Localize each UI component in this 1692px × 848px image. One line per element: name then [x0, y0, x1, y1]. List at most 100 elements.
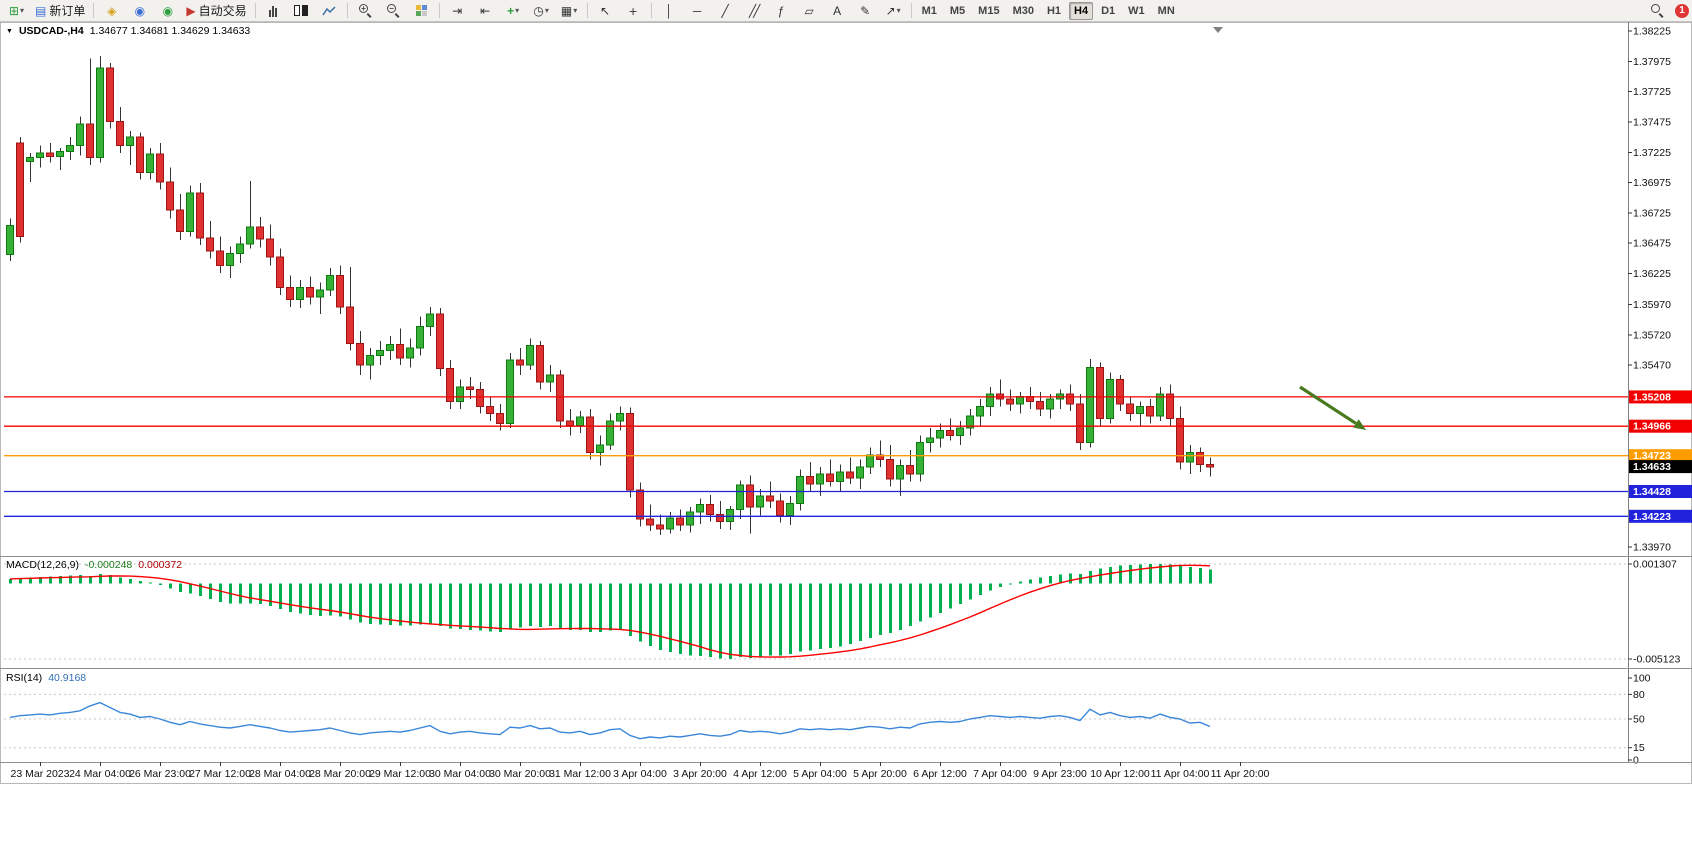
macd-bar: [749, 583, 752, 658]
profile-button[interactable]: ◉: [126, 0, 153, 21]
macd-bar: [799, 583, 802, 652]
candle-body: [566, 420, 574, 427]
tf-m30[interactable]: M30: [1012, 4, 1034, 17]
vertical-line-button[interactable]: │: [656, 0, 683, 21]
line-chart-button[interactable]: [316, 0, 343, 21]
fibonacci-button[interactable]: ƒ: [768, 0, 795, 21]
periods-button[interactable]: ◷ ▾: [528, 0, 555, 21]
text-label-button[interactable]: ✎: [852, 0, 879, 21]
price-tag[interactable]: 1.34966: [1629, 419, 1692, 433]
new-chart-button[interactable]: ⊞ ▾: [3, 0, 30, 21]
zoom-out-icon: −: [386, 3, 400, 17]
macd-bar: [699, 583, 702, 656]
collapse-triangle-icon[interactable]: ▼: [6, 27, 13, 35]
macd-bar: [1209, 569, 1212, 584]
cursor-button[interactable]: ↖: [592, 0, 619, 21]
macd-bar: [789, 583, 792, 655]
macd-bar: [439, 583, 442, 627]
macd-bar: [49, 576, 52, 584]
macd-bar: [589, 583, 592, 633]
price-tag-bg: [1629, 509, 1692, 523]
chart-shift-button[interactable]: ⇤: [472, 0, 499, 21]
zoom-in-button[interactable]: +: [352, 0, 379, 21]
community-button[interactable]: ◉: [154, 0, 181, 21]
macd-bar: [1159, 564, 1162, 584]
tile-windows-button[interactable]: [408, 0, 435, 21]
notification-badge[interactable]: 1: [1675, 3, 1689, 18]
candle-body: [226, 253, 234, 267]
chart-shift-marker[interactable]: [1213, 27, 1223, 33]
tf-mn[interactable]: MN: [1157, 4, 1175, 17]
macd-bar: [169, 583, 172, 589]
chart-canvas[interactable]: 1.38225 1.37975 1.37725 1.37475 1.37225 1.369…: [0, 22, 1692, 848]
tf-m15[interactable]: M15: [978, 4, 1000, 17]
time-axis-label: 4 Apr 12:00: [733, 768, 787, 780]
candle-body: [956, 427, 964, 436]
macd-bar: [99, 574, 102, 584]
candlestick-icon: [294, 4, 309, 17]
macd-bar: [369, 583, 372, 624]
tf-h1[interactable]: H1: [1046, 4, 1062, 17]
macd-bar: [779, 583, 782, 656]
time-axis-label: 9 Apr 23:00: [1033, 768, 1087, 780]
candle-body: [526, 345, 534, 366]
macd-bar: [459, 583, 462, 630]
price-axis-label: 1.37975: [1633, 56, 1671, 68]
arrows-tool-button[interactable]: ↗ ▾: [880, 0, 907, 21]
price-axis-label: 1.37225: [1633, 147, 1671, 159]
tf-m5[interactable]: M5: [949, 4, 966, 17]
candle-body: [126, 136, 134, 147]
macd-bar: [849, 583, 852, 644]
candle-body: [376, 350, 384, 356]
macd-bar: [209, 583, 212, 599]
macd-bar: [389, 583, 392, 625]
macd-bar: [919, 583, 922, 622]
macd-panel-label: MACD(12,26,9) -0.000248 0.000372: [6, 559, 182, 571]
macd-bar: [999, 583, 1002, 587]
new-order-label: 新订单: [49, 4, 86, 18]
bar-chart-button[interactable]: [260, 0, 287, 21]
candle-body: [46, 152, 54, 157]
search-button[interactable]: [1644, 0, 1671, 21]
price-tag[interactable]: 1.35208: [1629, 390, 1692, 404]
candle-body: [206, 237, 214, 252]
auto-scroll-button[interactable]: ⇥: [444, 0, 471, 21]
candle-body: [1086, 367, 1094, 444]
price-axis[interactable]: 1.38225 1.37975 1.37725 1.37475 1.37225 1.369…: [1628, 22, 1671, 762]
tf-m1[interactable]: M1: [921, 4, 937, 17]
macd-bar: [119, 577, 122, 584]
price-tag[interactable]: 1.34428: [1629, 485, 1692, 498]
price-axis-label: 1.35970: [1633, 299, 1671, 311]
candle-body: [576, 416, 584, 427]
minus-glyph: −: [389, 3, 394, 13]
zoom-out-button[interactable]: −: [380, 0, 407, 21]
indicators-button[interactable]: + ▾: [500, 0, 527, 21]
text-tool-button[interactable]: A: [824, 0, 851, 21]
tf-d1[interactable]: D1: [1101, 4, 1116, 17]
price-tag[interactable]: 1.34223: [1629, 509, 1692, 523]
rsi-axis-label: 50: [1633, 714, 1645, 726]
macd-bar: [1099, 568, 1102, 584]
cursor-icon: ↖: [600, 3, 611, 18]
candlestick-button[interactable]: [288, 0, 315, 21]
trendline-button[interactable]: ╱: [712, 0, 739, 21]
chart-ohlc-values: 1.34677 1.34681 1.34629 1.34633: [89, 25, 251, 37]
tf-h4[interactable]: H4: [1069, 1, 1094, 20]
trend-arrow[interactable]: [1299, 385, 1357, 425]
templates-button[interactable]: ▦ ▾: [556, 0, 583, 21]
autotrading-button[interactable]: ▶ 自动交易: [182, 0, 250, 21]
macd-bar: [139, 581, 142, 584]
new-order-button[interactable]: ▤ 新订单: [31, 0, 89, 21]
price-tag[interactable]: 1.34633: [1629, 460, 1692, 474]
price-tag[interactable]: 1.34723: [1629, 449, 1692, 463]
mql5-button[interactable]: ◈: [98, 0, 125, 21]
channel-button[interactable]: ╱╱: [740, 0, 767, 21]
crosshair-button[interactable]: +: [620, 0, 647, 21]
macd-bar: [319, 583, 322, 616]
shapes-button[interactable]: ▱: [796, 0, 823, 21]
tf-w1[interactable]: W1: [1128, 4, 1145, 17]
time-axis-label: 11 Apr 04:00: [1151, 768, 1210, 780]
macd-main-value: -0.000248: [84, 559, 133, 571]
horizontal-line-button[interactable]: ─: [684, 0, 711, 21]
